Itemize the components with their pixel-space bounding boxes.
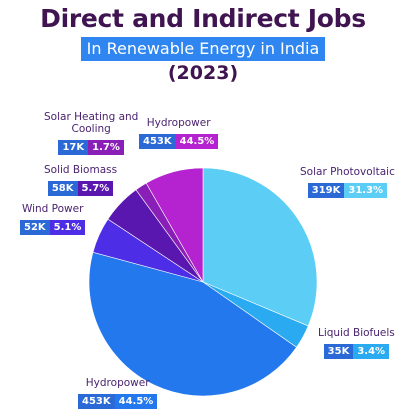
- slice-jobs: 319K: [307, 183, 345, 198]
- slice-jobs: 58K: [47, 181, 78, 196]
- slice-name: Liquid Biofuels: [318, 327, 395, 339]
- label-solar-heating-cooling: Solar Heating and Cooling 17K 1.7%: [44, 111, 138, 155]
- slice-percent: 5.1%: [49, 220, 86, 235]
- label-hydropower-top: Hydropower 453K 44.5%: [139, 117, 219, 149]
- slice-jobs: 17K: [58, 140, 89, 155]
- slice-name: Solar Heating and Cooling: [44, 111, 139, 135]
- slice-solar-photovoltaic: [202, 167, 318, 327]
- slice-percent: 3.4%: [353, 344, 390, 359]
- label-hydropower-bottom: Hydropower 453K 44.5%: [78, 377, 158, 409]
- slice-jobs: 453K: [78, 394, 115, 409]
- chart-title: Direct and Indirect Jobs: [40, 4, 366, 33]
- label-solar-photovoltaic: Solar Photovoltaic 319K 31.3%: [300, 166, 395, 198]
- label-wind-power: Wind Power 52K 5.1%: [20, 203, 86, 235]
- slice-name: Hydropower: [146, 117, 211, 129]
- slice-name: Wind Power: [21, 203, 84, 215]
- slice-percent: 5.7%: [77, 181, 114, 196]
- chart-year: (2023): [167, 62, 239, 84]
- slice-name: Solid Biomass: [44, 164, 118, 176]
- slice-name: Solar Photovoltaic: [300, 166, 395, 178]
- chart-subtitle: In Renewable Energy in India: [80, 37, 326, 61]
- label-solid-biomass: Solid Biomass 58K 5.7%: [44, 164, 117, 196]
- slice-jobs: 52K: [20, 220, 50, 235]
- slice-name: Hydropower: [85, 377, 150, 389]
- slice-jobs: 35K: [323, 344, 354, 359]
- label-liquid-biofuels: Liquid Biofuels 35K 3.4%: [318, 327, 395, 359]
- slice-percent: 1.7%: [88, 140, 124, 155]
- slice-hydropower-small: [145, 167, 204, 284]
- slice-percent: 31.3%: [344, 183, 388, 198]
- slice-percent: 44.5%: [175, 134, 219, 149]
- slice-percent: 44.5%: [114, 394, 158, 409]
- slice-jobs: 453K: [139, 134, 176, 149]
- slice-hydropower: [88, 251, 297, 397]
